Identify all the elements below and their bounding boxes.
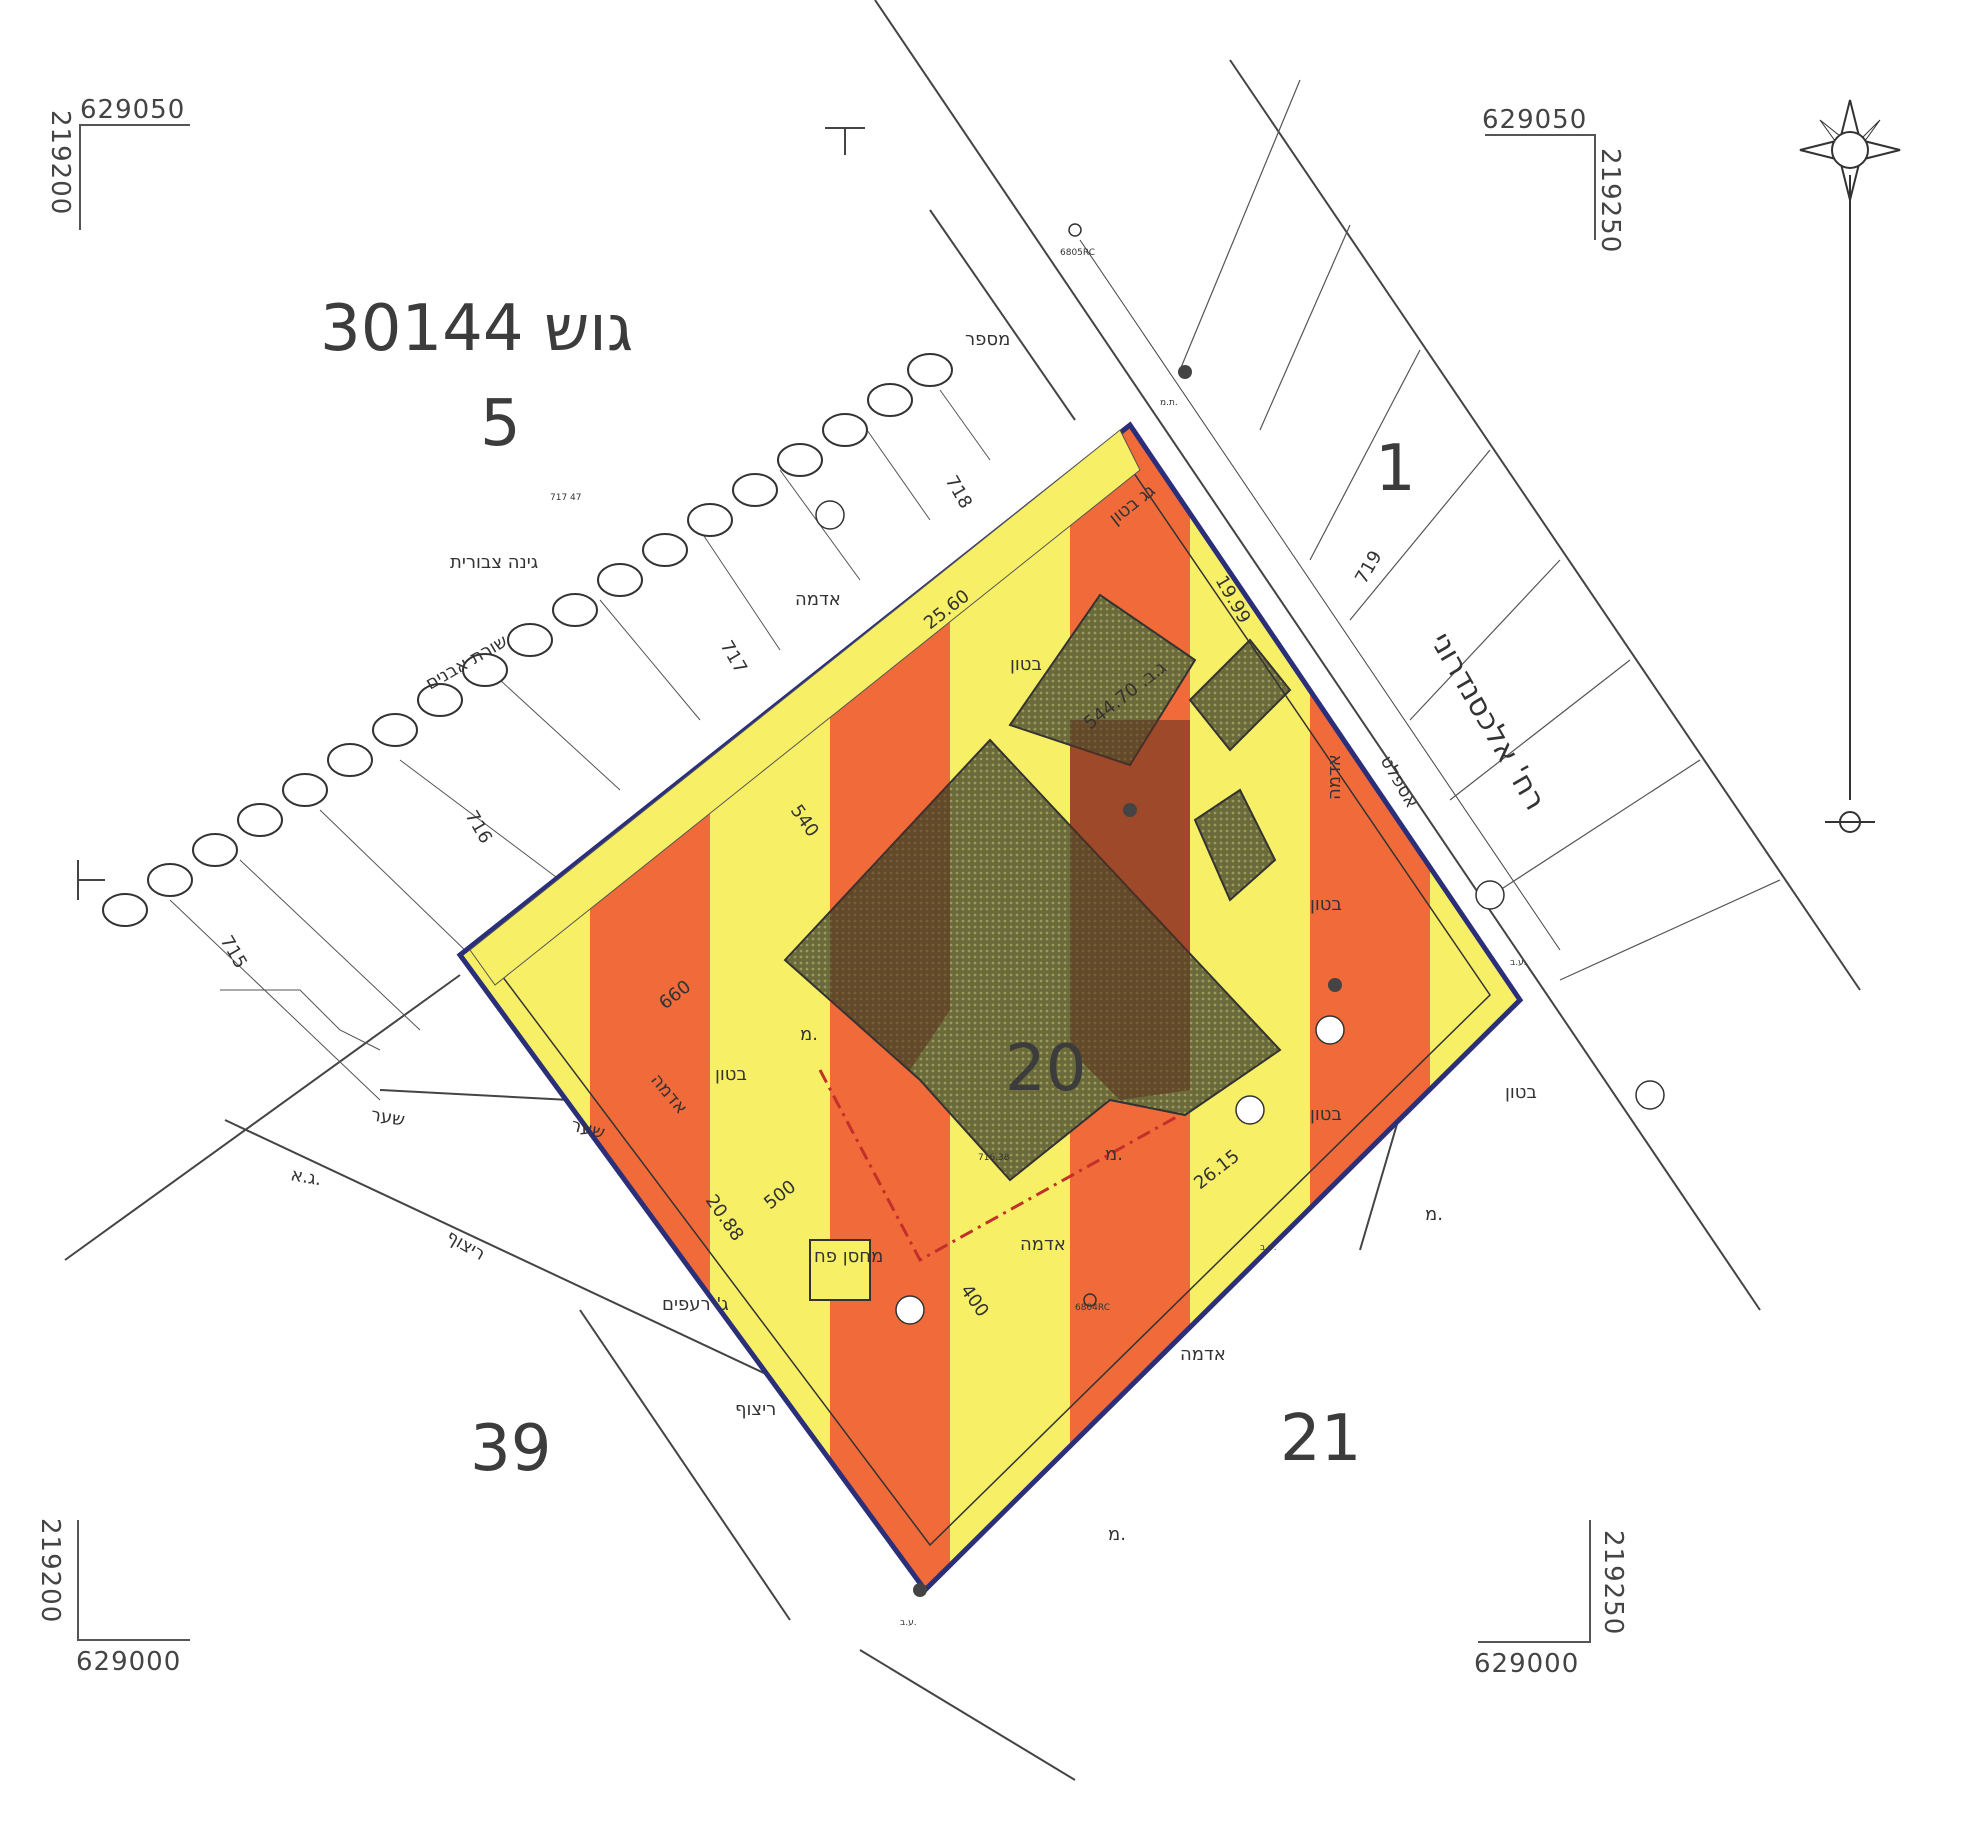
shed-label: מחסן פח [814,1246,883,1267]
coord-bottom-left-x: 629000 [76,1647,181,1677]
plot-number-20: 20 [1005,1032,1086,1106]
mem-label-3: מ. [1425,1204,1443,1225]
mem-label-1: מ. [1105,1144,1123,1165]
coord-top-right-y: 219250 [1595,148,1625,253]
manhole-icon [913,365,1342,1597]
ab-label-3: ע.ב. [900,1618,917,1628]
soil-label-3: אדמה [1180,1344,1226,1365]
street-lines [874,0,1861,1311]
survey-point-icon [1068,223,1097,1307]
trees-label: ג' רעפים [662,1294,729,1315]
survey-point-2-label: 6804RC [1075,1303,1110,1313]
concrete-label-1: בטון [1010,654,1042,675]
tiling-label-2: ריצוף [735,1399,776,1420]
coord-bottom-left-y: 219200 [35,1518,65,1623]
concrete-label-4: בטון [1310,1104,1342,1125]
center-level: 716.38 [978,1153,1010,1163]
mispar-label: מספר [965,329,1010,350]
public-garden-label: גינה צבורית [450,552,538,573]
ga-label: ג.א. [289,1164,323,1190]
shed [809,1239,871,1301]
coord-top-left-y: 219200 [45,110,75,215]
tm-label: ת.מ. [1160,398,1178,408]
soil-label-1: אדמה [795,589,841,610]
coordinate-frame-top-right [1485,134,1596,240]
contour-715: 715 [216,932,251,972]
spot-717-47: 717 47 [550,493,582,503]
neighbor-parcel-lines [1179,79,1781,981]
tree-icon [815,500,1665,1325]
contour-717: 717 [716,637,751,677]
plot-number-1: 1 [1375,432,1416,506]
coordinate-frame-top-left [79,124,190,230]
coord-top-right-x: 629050 [1482,105,1587,135]
stone-row [102,353,953,927]
ab-label-2: ע.ב. [1260,1243,1277,1253]
north-arrow-icon [1799,99,1901,833]
concrete-label-3: בטון [1310,894,1342,915]
contour-716: 716 [461,807,496,847]
ab-label-1: ע.ב. [1510,958,1527,968]
mem-label-4: מ. [1108,1524,1126,1545]
coordinate-frame-bottom-left [77,1520,190,1641]
plot-number-39: 39 [470,1412,551,1486]
gush-label: גוש 30144 [320,292,633,366]
contour-lines [169,389,991,1101]
plot-number-5: 5 [480,387,521,461]
coord-bottom-right-x: 629000 [1474,1649,1579,1679]
survey-point-1-label: 6805RC [1060,248,1095,258]
soil-label-4: אדמה [1324,754,1345,800]
contour-718: 718 [941,472,976,512]
coord-top-left-x: 629050 [80,95,185,125]
gate-label: שער [369,1104,406,1131]
concrete-label-5: בטון [1505,1082,1537,1103]
soil-label-2: אדמה [1020,1234,1066,1255]
yellow-margin-band [469,429,1141,986]
coord-bottom-right-y: 219250 [1598,1530,1628,1635]
coordinate-frame-bottom-right [1478,1520,1591,1643]
plot-number-21: 21 [1280,1402,1361,1476]
mem-label-2: מ. [800,1024,818,1045]
street-name: רח' אלכסנדרוני [1423,627,1553,817]
section-marker [77,127,865,900]
house-footprint [783,593,1292,1182]
concrete-label-2: בטון [715,1064,747,1085]
building-line [818,1069,1181,1263]
